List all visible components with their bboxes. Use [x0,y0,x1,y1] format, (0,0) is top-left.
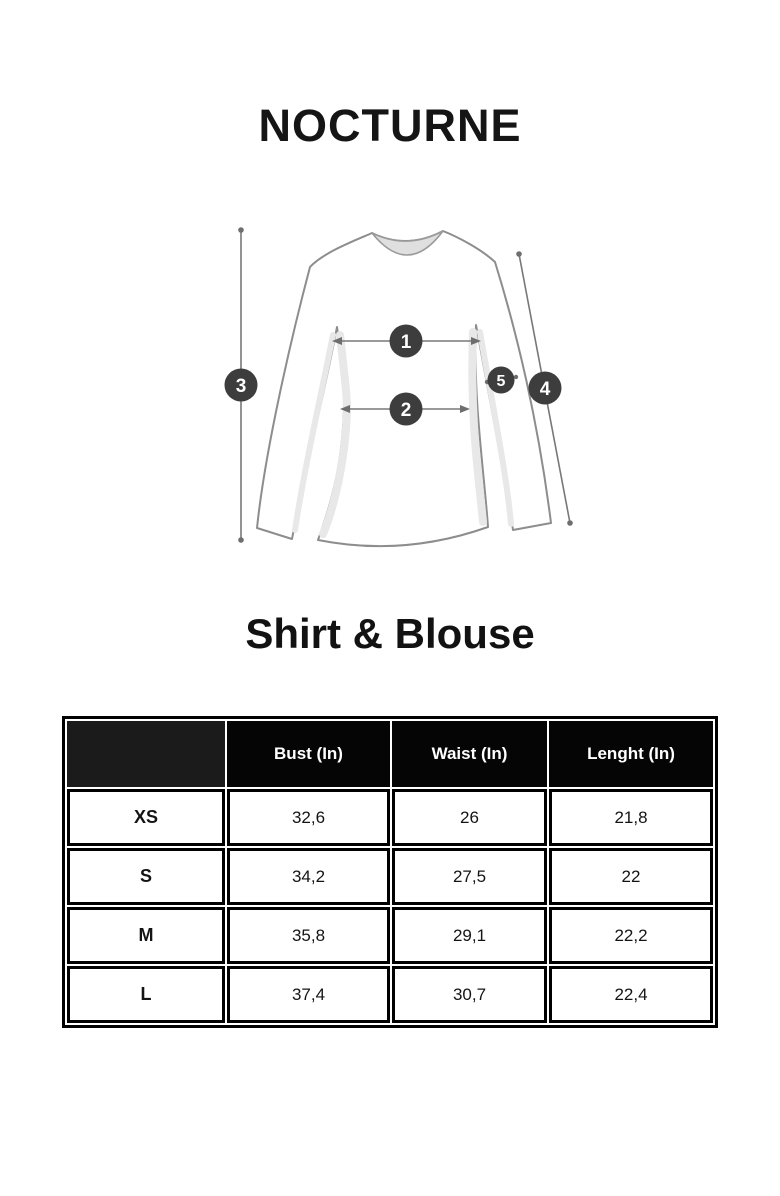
value-cell: 22,2 [549,907,713,964]
table-row-xs: XS 32,6 26 21,8 [67,789,713,846]
brand-title: NOCTURNE [258,100,522,151]
value-cell: 30,7 [392,966,547,1023]
marker-badges: 1 2 3 4 5 [224,324,562,426]
value-cell: 26 [392,789,547,846]
size-table-body: XS 32,6 26 21,8 S 34,2 27,5 22 M 35,8 29… [67,789,713,1023]
value-cell: 29,1 [392,907,547,964]
size-cell: S [67,848,225,905]
value-cell: 21,8 [549,789,713,846]
size-cell: L [67,966,225,1023]
header-row: Bust (In) Waist (In) Lenght (In) [67,721,713,787]
marker-4-circle [528,371,562,405]
marker-5-label: 5 [497,373,506,390]
value-cell: 32,6 [227,789,390,846]
marker-2-circle [389,392,423,426]
table-corner-cell [67,721,225,787]
column-header-bust: Bust (In) [227,721,390,787]
size-table: Bust (In) Waist (In) Lenght (In) XS 32,6… [62,716,718,1028]
value-cell: 34,2 [227,848,390,905]
marker-1-circle [389,324,423,358]
size-cell: M [67,907,225,964]
table-row-l: L 37,4 30,7 22,4 [67,966,713,1023]
marker-4-label: 4 [540,379,551,400]
section-heading: Shirt & Blouse [245,610,535,657]
value-cell: 22,4 [549,966,713,1023]
size-cell: XS [67,789,225,846]
neck-opening [371,230,444,256]
seam-shading [292,328,514,538]
marker-5-circle [487,366,515,394]
value-cell: 35,8 [227,907,390,964]
column-header-waist: Waist (In) [392,721,547,787]
marker-3-label: 3 [236,376,247,397]
value-cell: 22 [549,848,713,905]
value-cell: 27,5 [392,848,547,905]
marker-1-label: 1 [401,332,412,353]
table-row-s: S 34,2 27,5 22 [67,848,713,905]
value-cell: 37,4 [227,966,390,1023]
column-header-length: Lenght (In) [549,721,713,787]
marker-3-circle [224,368,258,402]
size-table-header: Bust (In) Waist (In) Lenght (In) [67,721,713,787]
table-row-m: M 35,8 29,1 22,2 [67,907,713,964]
marker-2-label: 2 [401,400,412,421]
